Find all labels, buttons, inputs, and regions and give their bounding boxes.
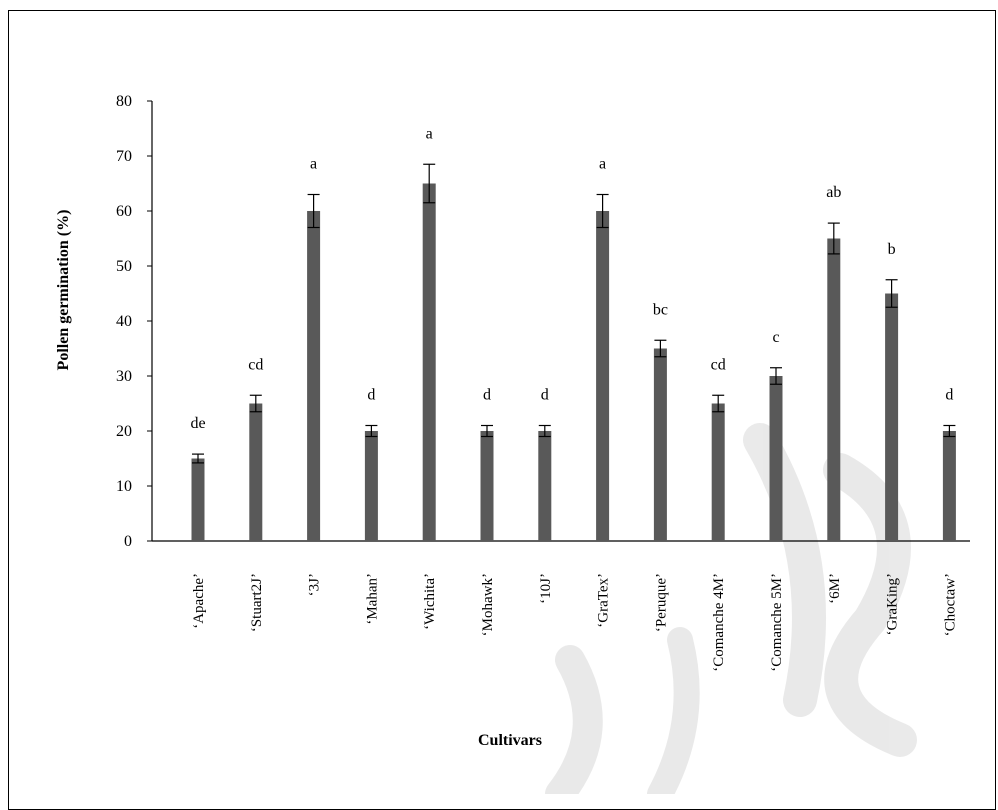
category-label: ‘Mohawk’ — [480, 573, 496, 636]
significance-label: de — [190, 415, 205, 432]
y-axis-title: Pollen germination (%) — [55, 210, 72, 371]
category-label: ‘Comanche 4M’ — [711, 573, 727, 672]
significance-label: cd — [248, 356, 263, 373]
significance-label: cd — [711, 356, 726, 373]
bar — [307, 211, 321, 541]
bar — [711, 403, 725, 541]
error-bars — [192, 163, 956, 464]
y-tick-label: 0 — [124, 533, 132, 550]
y-tick-label: 60 — [116, 203, 132, 220]
y-tick-label: 20 — [116, 423, 132, 440]
x-axis-title: Cultivars — [478, 732, 542, 749]
bar — [653, 348, 667, 541]
bar — [249, 403, 263, 541]
significance-label: a — [310, 156, 317, 173]
bar — [191, 458, 205, 541]
significance-labels: de cd a d a d d a bc cd c ab b d — [190, 125, 953, 432]
category-label: ‘Peruque’ — [653, 573, 669, 632]
bar — [885, 293, 899, 541]
bar — [538, 431, 552, 541]
significance-label: a — [599, 156, 606, 173]
category-labels: ‘Apache’ ‘Stuart2J’ ‘3J’ ‘Mahan’ ‘Wichita’ ‘M… — [191, 573, 958, 672]
bar — [942, 431, 956, 541]
significance-label: d — [541, 387, 549, 404]
bar — [480, 431, 494, 541]
y-axis: 0 10 20 30 40 50 60 70 80 — [116, 93, 153, 550]
significance-label: d — [367, 387, 375, 404]
significance-label: b — [888, 241, 896, 258]
category-label: ‘Stuart2J’ — [249, 573, 265, 632]
category-label: ‘Choctaw’ — [942, 573, 958, 636]
significance-label: bc — [653, 301, 668, 318]
bars — [191, 183, 956, 541]
bar — [769, 376, 783, 541]
category-label: ‘Apache’ — [191, 573, 207, 629]
category-label: ‘10J’ — [538, 573, 554, 604]
significance-label: ab — [826, 184, 841, 201]
bar — [596, 211, 610, 541]
significance-label: a — [426, 125, 433, 142]
bar — [364, 431, 378, 541]
category-label: ‘GraTex’ — [596, 573, 612, 628]
y-tick-label: 30 — [116, 368, 132, 385]
y-tick-label: 40 — [116, 313, 132, 330]
category-label: ‘Wichita’ — [422, 573, 438, 630]
watermark — [545, 423, 917, 794]
significance-label: d — [945, 387, 953, 404]
significance-label: c — [772, 329, 779, 346]
category-label: ‘6M’ — [827, 573, 843, 604]
y-tick-label: 10 — [116, 478, 132, 495]
category-label: ‘Mahan’ — [364, 573, 380, 625]
y-tick-label: 80 — [116, 93, 132, 110]
y-tick-label: 50 — [116, 258, 132, 275]
y-tick-label: 70 — [116, 148, 132, 165]
bar — [422, 183, 436, 541]
category-label: ‘3J’ — [307, 573, 323, 596]
category-label: ‘GraKing’ — [885, 573, 901, 635]
category-label: ‘Comanche 5M’ — [769, 573, 785, 672]
significance-label: d — [483, 387, 491, 404]
bar — [827, 238, 841, 541]
